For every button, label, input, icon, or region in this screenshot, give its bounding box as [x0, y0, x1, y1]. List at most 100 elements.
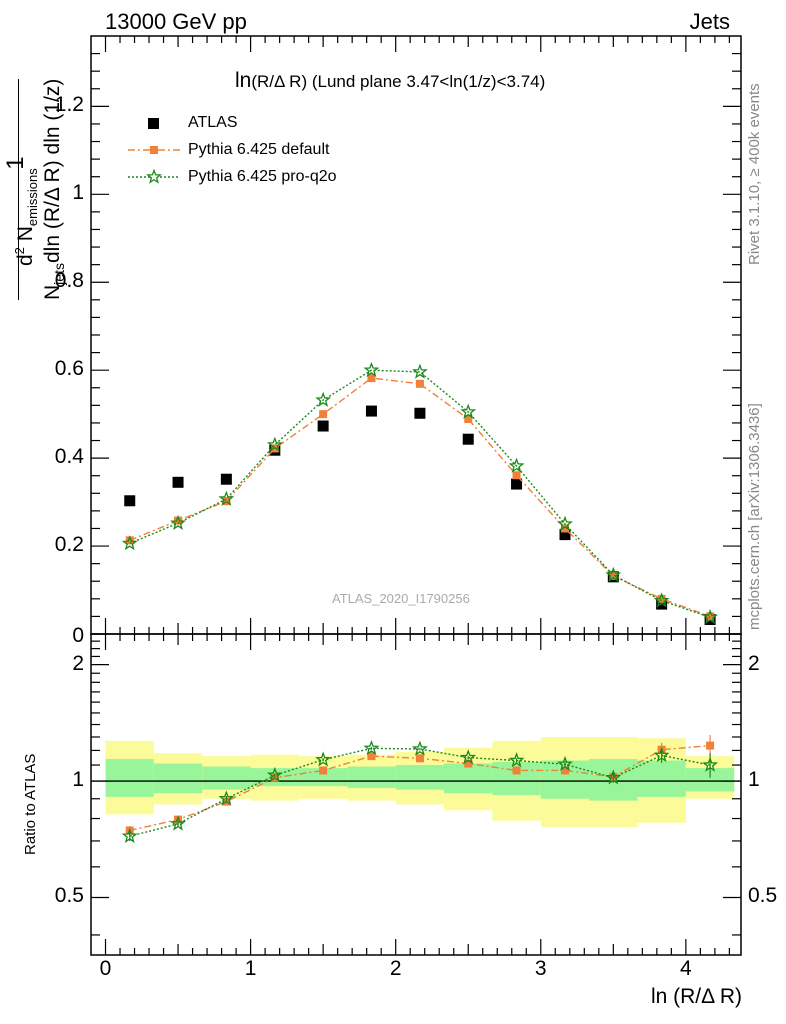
ylabel-numerator: d2 Nemissions [12, 168, 40, 266]
point-pro-q2o [363, 739, 380, 756]
point-default [657, 594, 666, 603]
point-pro-q2o [218, 790, 235, 806]
band-inner [395, 765, 445, 790]
top-y-tick-label: 0.4 [54, 445, 84, 469]
point-atlas [317, 420, 329, 432]
band-inner [685, 768, 735, 792]
point-pro-q2o [508, 457, 525, 473]
ratio-y-tick-label-right: 2 [748, 651, 760, 675]
ylabel-n-em: N [14, 226, 37, 248]
point-atlas [172, 476, 184, 488]
mcplots-label: mcplots.cern.ch [arXiv:1306.3436] [746, 403, 763, 630]
plot-title-main: ln [235, 69, 252, 92]
header-left: 13000 GeV pp [105, 9, 247, 34]
point-pro-q2o [121, 535, 138, 551]
point-default [174, 516, 183, 525]
point-default [706, 741, 715, 750]
point-pro-q2o [605, 566, 622, 582]
xlabel: ln (R/Δ R) [650, 985, 742, 1008]
ratio-bands [105, 736, 735, 828]
point-pro-q2o [653, 747, 670, 763]
point-pro-q2o [315, 391, 332, 407]
point-pro-q2o [266, 766, 283, 783]
top-y-tick-label: 0.2 [54, 533, 84, 557]
point-default [367, 374, 376, 383]
point-pro-q2o [702, 608, 719, 625]
ratio-ylabel: Ratio to ATLAS [22, 753, 39, 855]
point-default [464, 759, 473, 768]
point-default [561, 766, 570, 775]
axis-ticks [91, 36, 741, 955]
point-pro-q2o [411, 740, 428, 756]
ratio-y-tick-label-left: 2 [72, 651, 84, 675]
x-tick-label: 3 [534, 957, 547, 980]
legend-marker-default [150, 146, 158, 154]
point-default [319, 766, 328, 775]
legend-marker-atlas [148, 118, 159, 129]
point-atlas [414, 407, 426, 419]
top-y-tick-label-zero: 0 [72, 624, 84, 647]
watermark: ATLAS_2020_I1790256 [332, 591, 470, 606]
ratio-frame [90, 633, 742, 956]
point-atlas [559, 529, 571, 541]
top-y-tick-label: 0.6 [54, 357, 84, 381]
point-pro-q2o [121, 827, 138, 843]
top-y-tick-label: 1 [72, 181, 84, 205]
point-pro-q2o [266, 436, 283, 452]
band-inner [202, 766, 251, 790]
point-pro-q2o [218, 490, 235, 506]
plot-title-rest: (R/Δ R) (Lund plane 3.47<ln(1/z)<3.74) [251, 72, 546, 91]
point-default [512, 766, 521, 775]
point-atlas [511, 478, 523, 490]
band-inner [105, 759, 154, 797]
legend-label-pro-q2o: Pythia 6.425 pro-q2o [188, 168, 337, 185]
point-atlas [365, 405, 377, 417]
point-pro-q2o [702, 756, 719, 772]
x-tick-label: 1 [244, 957, 257, 980]
plot-title: ln(R/Δ R) (Lund plane 3.47<ln(1/z)<3.74) [235, 69, 545, 93]
point-atlas [462, 433, 474, 445]
rivet-label: Rivet 3.1.10, ≥ 400k events [746, 83, 763, 265]
point-pro-q2o [653, 592, 670, 608]
point-default [174, 815, 183, 824]
legend-label-default: Pythia 6.425 default [188, 141, 330, 158]
point-pro-q2o [460, 403, 477, 419]
point-default [367, 752, 376, 761]
point-pro-q2o [363, 361, 380, 377]
legend-label-atlas: ATLAS [188, 114, 238, 131]
ylabel-d2: d [14, 254, 37, 266]
point-default [706, 612, 715, 621]
point-default [415, 379, 424, 388]
point-default [270, 444, 279, 453]
ratio-series [121, 735, 719, 843]
top-y-tick-label: 0.8 [54, 269, 84, 293]
point-pro-q2o [557, 755, 573, 772]
ratio-y-tick-label-right: 0.5 [748, 884, 778, 908]
band-inner [153, 763, 203, 794]
point-default [609, 571, 618, 580]
band-inner [347, 766, 396, 788]
point-default [125, 536, 134, 545]
point-atlas [124, 495, 136, 507]
ylabel-d2-sup: 2 [12, 247, 27, 255]
point-pro-q2o [508, 752, 525, 768]
point-atlas [656, 598, 668, 610]
point-default [415, 754, 424, 763]
legend-marker-pro-q2o [146, 168, 162, 184]
band-inner [444, 763, 493, 794]
point-pro-q2o [170, 815, 187, 831]
ratio-y-tick-label-left: 0.5 [54, 884, 84, 908]
point-pro-q2o [605, 769, 622, 785]
series-line-pro_q2o [129, 369, 711, 618]
point-default [464, 414, 473, 423]
legend [128, 118, 180, 184]
point-default [561, 524, 570, 533]
x-tick-label: 0 [99, 957, 112, 980]
point-pro-q2o [315, 751, 332, 767]
point-atlas [220, 473, 232, 485]
x-tick-label: 4 [680, 957, 692, 980]
top-series [121, 361, 719, 625]
header-right: Jets [689, 9, 730, 34]
point-pro-q2o [411, 363, 428, 379]
